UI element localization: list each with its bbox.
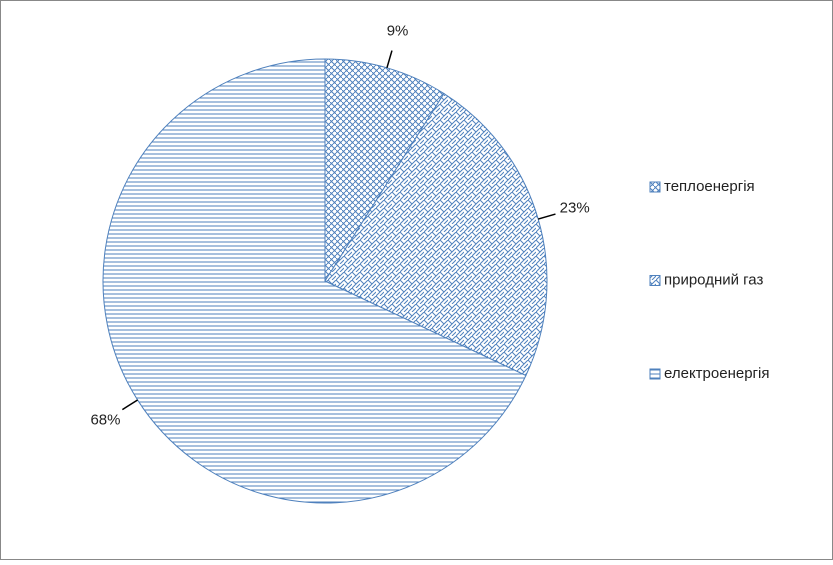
- legend-label: природний газ: [664, 271, 763, 288]
- legend-label: електроенергія: [664, 365, 769, 382]
- leader-line: [386, 50, 393, 69]
- legend-swatch: [649, 368, 661, 380]
- pie-slice: [324, 58, 445, 283]
- data-label: 23%: [560, 199, 590, 216]
- pie-slice: [102, 58, 527, 504]
- data-label: 68%: [90, 411, 120, 428]
- legend-swatch: [649, 181, 661, 193]
- leader-line: [537, 213, 556, 220]
- data-label: 9%: [387, 22, 409, 39]
- legend-swatch: [649, 275, 661, 286]
- legend-label: теплоенергія: [664, 178, 755, 195]
- leader-line: [121, 399, 138, 411]
